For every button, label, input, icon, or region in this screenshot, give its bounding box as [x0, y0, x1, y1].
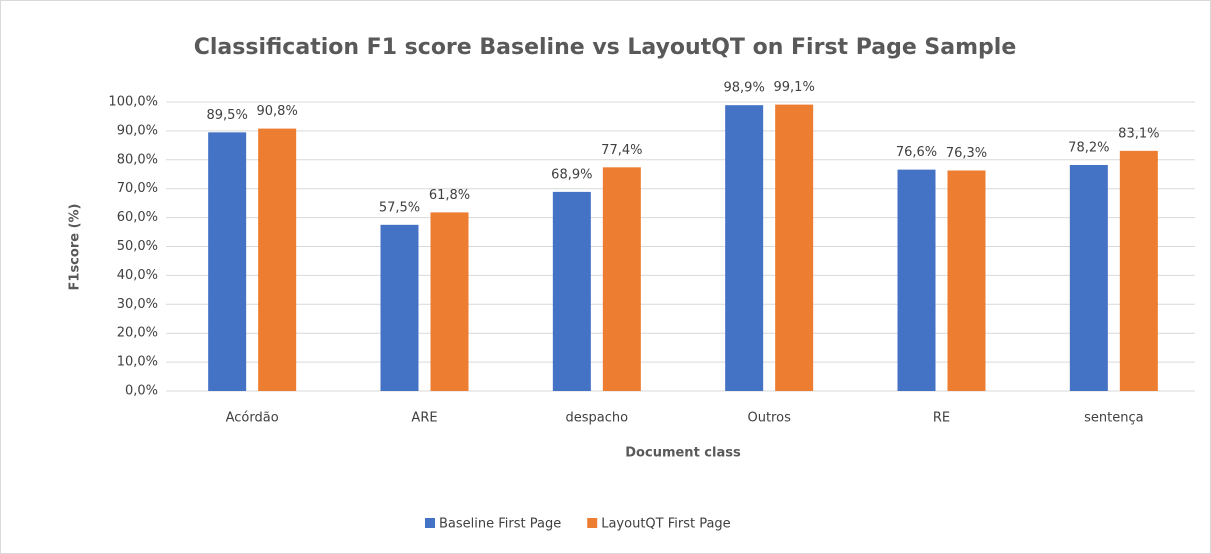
y-tick-label: 50,0% [117, 239, 158, 254]
bar [1119, 150, 1158, 391]
bar [208, 132, 247, 391]
legend-swatch [587, 518, 598, 528]
y-tick-label: 40,0% [117, 268, 158, 283]
y-tick-label: 20,0% [117, 326, 158, 341]
value-label: 77,4% [601, 143, 642, 158]
value-label: 98,9% [724, 81, 765, 96]
x-tick-label: Outros [747, 411, 791, 426]
x-tick-label: despacho [566, 411, 629, 426]
bar [775, 104, 814, 391]
x-tick-label: ARE [411, 411, 437, 426]
value-label: 68,9% [551, 167, 592, 182]
x-axis-label: Document class [625, 446, 741, 461]
bar [380, 224, 419, 391]
y-tick-label: 10,0% [117, 355, 158, 370]
legend-label: Baseline First Page [439, 517, 561, 532]
x-tick-label: sentença [1084, 411, 1143, 426]
x-tick-label: RE [933, 411, 950, 426]
bar [258, 128, 297, 391]
value-label: 76,3% [946, 146, 987, 161]
bar [430, 212, 469, 391]
legend-label: LayoutQT First Page [601, 517, 730, 532]
chart-title: Classification F1 score Baseline vs Layo… [194, 35, 1017, 60]
y-axis-label: F1score (%) [68, 204, 83, 291]
bar [725, 105, 764, 391]
value-label: 89,5% [207, 108, 248, 123]
x-tick-label: Acórdão [226, 411, 279, 426]
value-label: 78,2% [1068, 141, 1109, 156]
bar [897, 169, 936, 391]
value-label: 99,1% [774, 80, 815, 95]
value-label: 90,8% [257, 104, 298, 119]
y-tick-label: 90,0% [117, 123, 158, 138]
bar [552, 191, 591, 391]
legend-swatch [425, 518, 435, 528]
value-label: 76,6% [896, 145, 937, 160]
bar [1069, 165, 1108, 391]
value-label: 57,5% [379, 200, 420, 215]
value-label: 61,8% [429, 188, 470, 203]
value-label: 83,1% [1118, 126, 1159, 141]
y-tick-label: 0,0% [125, 384, 158, 399]
y-tick-label: 30,0% [117, 297, 158, 312]
y-tick-label: 70,0% [117, 181, 158, 196]
y-tick-label: 100,0% [108, 95, 158, 110]
y-tick-label: 80,0% [117, 152, 158, 167]
bar [602, 167, 641, 391]
bar [947, 170, 986, 391]
y-tick-label: 60,0% [117, 210, 158, 225]
